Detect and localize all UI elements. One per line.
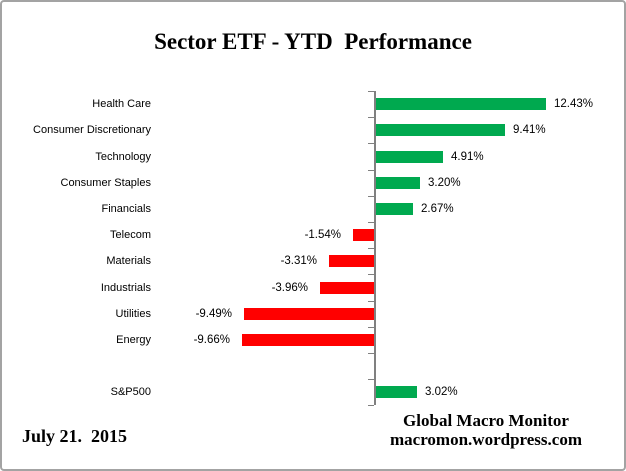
value-label-energy: -9.66% — [193, 334, 230, 346]
category-label-utilities: Utilities — [115, 308, 151, 320]
bar-consumer-discretionary — [376, 124, 505, 136]
category-label-technology: Technology — [95, 151, 151, 163]
value-label-s-p500: 3.02% — [425, 386, 458, 398]
chart-title: Sector ETF - YTD Performance — [154, 29, 472, 54]
axis-tick — [368, 248, 374, 249]
bar-technology — [376, 151, 443, 163]
credit-line-1: Global Macro Monitor — [403, 411, 569, 430]
axis-tick — [368, 143, 374, 144]
value-label-technology: 4.91% — [451, 151, 484, 163]
value-label-consumer-discretionary: 9.41% — [513, 124, 546, 136]
category-label-health-care: Health Care — [92, 98, 151, 110]
category-label-financials: Financials — [101, 203, 151, 215]
value-label-utilities: -9.49% — [195, 308, 232, 320]
axis-tick — [368, 222, 374, 223]
value-label-financials: 2.67% — [421, 203, 454, 215]
bar-health-care — [376, 98, 546, 110]
bar-materials — [329, 255, 374, 267]
category-label-consumer-staples: Consumer Staples — [60, 177, 152, 189]
value-label-consumer-staples: 3.20% — [428, 177, 461, 189]
axis-tick — [368, 405, 374, 406]
axis-tick — [368, 117, 374, 118]
axis-tick — [368, 379, 374, 380]
category-label-telecom: Telecom — [110, 229, 151, 241]
axis-tick — [368, 327, 374, 328]
footer-date: July 21. 2015 — [22, 426, 128, 446]
credit-block: Global Macro Monitor macromon.wordpress.… — [370, 411, 602, 449]
axis-tick — [368, 196, 374, 197]
bar-energy — [242, 334, 374, 346]
bar-s-p500 — [376, 386, 417, 398]
bar-financials — [376, 203, 413, 215]
axis-tick — [368, 170, 374, 171]
category-label-s-p500: S&P500 — [110, 386, 151, 398]
category-label-energy: Energy — [116, 334, 151, 346]
value-label-telecom: -1.54% — [304, 229, 341, 241]
bar-consumer-staples — [376, 177, 420, 189]
axis-tick — [368, 274, 374, 275]
axis-tick — [368, 301, 374, 302]
value-label-industrials: -3.96% — [271, 282, 308, 294]
value-label-health-care: 12.43% — [554, 98, 594, 110]
category-label-materials: Materials — [106, 255, 151, 267]
category-axis — [374, 91, 376, 406]
bar-utilities — [244, 308, 374, 320]
axis-tick — [368, 91, 374, 92]
bar-telecom — [353, 229, 374, 241]
axis-tick — [368, 353, 374, 354]
bar-industrials — [320, 282, 374, 294]
value-label-materials: -3.31% — [280, 255, 317, 267]
credit-line-2: macromon.wordpress.com — [389, 430, 582, 449]
category-label-industrials: Industrials — [100, 282, 151, 294]
category-label-consumer-discretionary: Consumer Discretionary — [33, 124, 151, 136]
